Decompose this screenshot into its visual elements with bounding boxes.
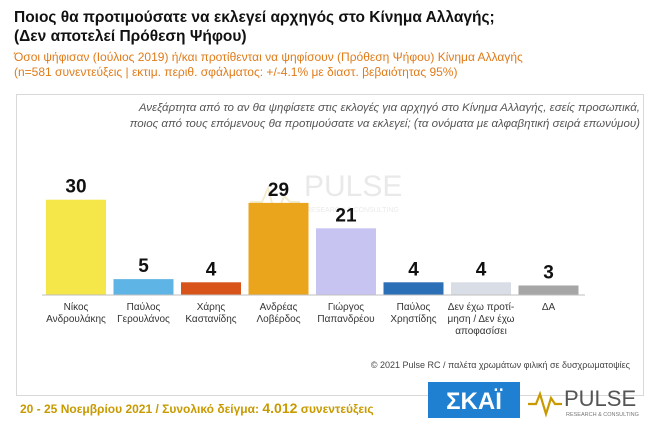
bar-1: [46, 199, 106, 295]
category-label: Χρηστίδης: [390, 313, 436, 325]
sample-description: Όσοι ψήφισαν (Ιούλιος 2019) ή/και προτίθ…: [14, 50, 523, 79]
sample-value: 4.012: [262, 400, 298, 416]
bar-4: [248, 202, 309, 295]
credit-text: © 2021 Pulse RC / παλέτα χρωμάτων φιλική…: [370, 360, 630, 370]
category-label: Χάρης: [197, 301, 226, 313]
category-label: Παπανδρέου: [317, 313, 374, 325]
pulse-logo-text: PULSE: [564, 386, 636, 411]
category-label: Ανδρέας: [260, 301, 298, 313]
survey-dates: 20 - 25 Νοεμβρίου 2021: [20, 402, 153, 416]
watermark-subtext: RESEARCH & CONSULTING: [306, 207, 399, 214]
bar-value-label: 3: [543, 262, 554, 283]
bar-8: [518, 285, 579, 295]
category-label: Γιώργος: [328, 301, 364, 313]
watermark-text: PULSE: [304, 170, 402, 203]
chart-frame: [16, 94, 644, 396]
bar-value-label: 5: [138, 256, 149, 277]
category-label: μηση / Δεν έχω: [447, 313, 514, 325]
pulse-logo-subtext: RESEARCH & CONSULTING: [566, 412, 639, 418]
bar-chart: PULSE RESEARCH & CONSULTING 30 ΝίκοςΑνδρο…: [42, 170, 585, 337]
bar-value-label: 29: [268, 180, 289, 201]
sample-unit: συνεντεύξεις: [297, 402, 374, 416]
bar-value-label: 30: [65, 177, 86, 198]
bar-6: [383, 282, 444, 295]
skai-logo-text: ΣΚΑΪ: [446, 388, 503, 415]
question-text: Ανεξάρτητα από το αν θα ψηφίσετε στις εκ…: [129, 102, 640, 130]
category-label: Παύλος: [397, 301, 431, 313]
category-label: ΔΑ: [542, 302, 556, 313]
bar-3: [181, 282, 241, 295]
bar-2: [113, 279, 174, 295]
pulse-logo: PULSE RESEARCH & CONSULTING: [528, 386, 639, 418]
bar-value-label: 4: [206, 259, 217, 280]
bars: 30ΝίκοςΑνδρουλάκης5ΠαύλοςΓερουλάνος4Χάρη…: [46, 177, 579, 337]
category-label: αποφασίσει: [455, 325, 507, 337]
bar-value-label: 4: [476, 259, 487, 280]
skai-logo-bg: [428, 382, 520, 418]
category-label: Καστανίδης: [185, 313, 236, 325]
sample-label: Συνολικό δείγμα:: [162, 402, 263, 416]
category-label: Δεν έχω προτί-: [448, 301, 514, 313]
category-label: Λοβέρδος: [256, 313, 300, 325]
skai-logo: ΣΚΑΪ: [428, 382, 520, 418]
bar-value-label: 4: [408, 259, 419, 280]
watermark: PULSE RESEARCH & CONSULTING: [250, 170, 402, 222]
bar-7: [451, 282, 511, 295]
category-label: Γερουλάνος: [117, 313, 170, 325]
page-title: Ποιος θα προτιμούσατε να εκλεγεί αρχηγός…: [14, 9, 495, 45]
category-label: Ανδρουλάκης: [46, 313, 106, 325]
survey-footer: 20 - 25 Νοεμβρίου 2021 / Συνολικό δείγμα…: [20, 400, 374, 416]
bar-5: [316, 228, 376, 295]
category-label: Νίκος: [64, 301, 89, 313]
pulse-logo-line: [528, 390, 562, 418]
bar-value-label: 21: [335, 205, 357, 226]
category-label: Παύλος: [127, 301, 161, 313]
